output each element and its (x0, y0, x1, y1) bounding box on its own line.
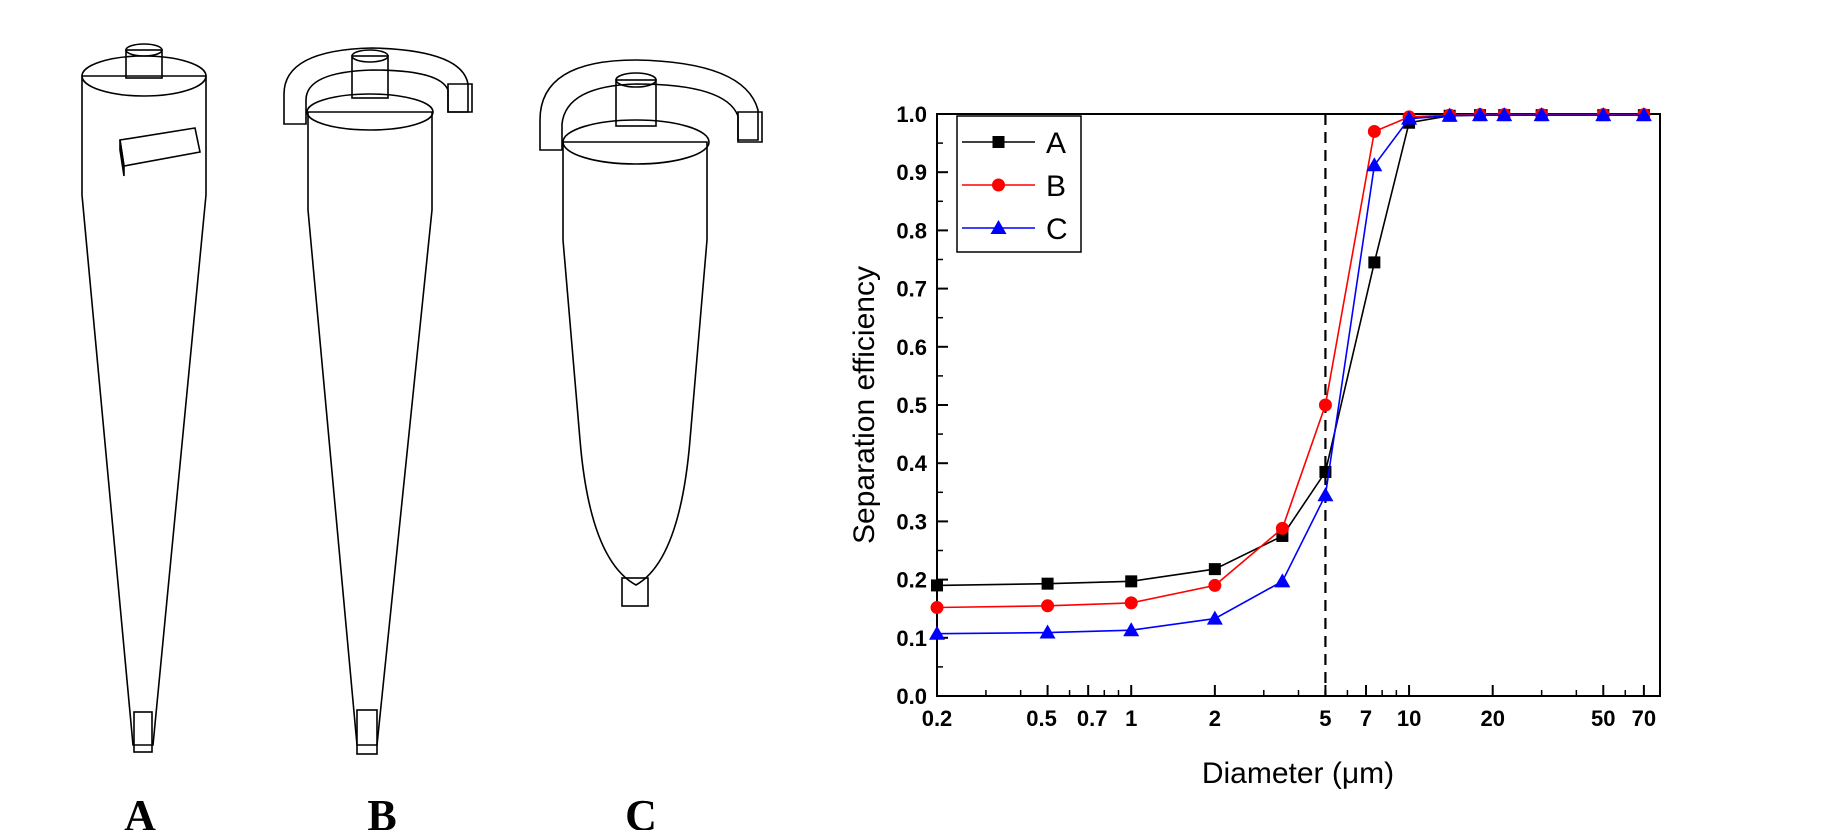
data-point-b (1041, 599, 1055, 613)
panel-label-c: C (625, 791, 657, 830)
cyclone-c-model (539, 59, 763, 607)
y-tick-label: 0.7 (896, 277, 927, 302)
x-tick-label: 50 (1591, 706, 1615, 731)
y-tick-label: 0.1 (896, 626, 927, 651)
legend-label-a: A (1046, 127, 1066, 160)
x-tick-label: 0.7 (1077, 706, 1108, 731)
cyclone-models: A B C (81, 43, 763, 830)
data-point-c (1317, 487, 1334, 502)
data-point-c (1441, 107, 1458, 122)
data-point-b (1208, 578, 1222, 592)
data-point-c (1274, 573, 1291, 588)
data-point-c (1206, 610, 1223, 625)
y-tick-label: 0.5 (896, 393, 927, 418)
data-point-a (931, 579, 943, 592)
y-axis: 0.0 0.1 0.2 0.3 0.4 0.5 0.6 0.7 0.8 0.9 1.0 (896, 102, 948, 709)
y-tick-label: 0.0 (896, 684, 927, 709)
data-point-b (1275, 521, 1289, 535)
data-point-b (930, 601, 944, 615)
y-tick-label: 0.8 (896, 218, 927, 243)
legend: ABC (956, 115, 1082, 253)
data-point-a (1125, 575, 1138, 588)
y-tick-label: 0.6 (896, 335, 927, 360)
panel-label-a: A (124, 791, 156, 830)
y-tick-label: 0.3 (896, 509, 927, 534)
cyclone-b-model (283, 47, 473, 755)
data-point-b (1367, 124, 1381, 138)
x-tick-label: 70 (1632, 706, 1656, 731)
x-tick-label: 0.2 (922, 706, 953, 731)
cyclone-a-model (81, 43, 207, 753)
x-tick-label: 2 (1209, 706, 1221, 731)
x-axis: 0.2 0.5 0.7 1 2 5 7 10 20 50 70 (922, 685, 1656, 731)
legend-marker-b (992, 178, 1005, 192)
data-point-c (1123, 622, 1140, 637)
data-point-c (1533, 107, 1550, 122)
series-layer (929, 107, 1652, 640)
x-tick-label: 0.5 (1026, 706, 1057, 731)
x-tick-label: 7 (1360, 706, 1372, 731)
data-point-a (1208, 563, 1221, 576)
x-tick-label: 10 (1397, 706, 1421, 731)
data-point-c (1039, 624, 1056, 639)
data-point-a (1041, 577, 1054, 590)
series-c (929, 107, 1652, 640)
data-point-c (929, 625, 945, 640)
data-point-b (1318, 398, 1332, 412)
y-tick-label: 0.2 (896, 568, 927, 593)
data-point-c (1471, 107, 1488, 122)
x-tick-label: 5 (1319, 706, 1331, 731)
y-axis-title: Separation efficiency (848, 266, 881, 544)
legend-label-c: C (1046, 213, 1068, 246)
y-tick-label: 0.4 (896, 451, 927, 476)
x-tick-label: 1 (1125, 706, 1137, 731)
legend-label-b: B (1046, 170, 1066, 203)
y-tick-label: 0.9 (896, 160, 927, 185)
legend-box (956, 115, 1082, 253)
data-point-c (1366, 157, 1383, 172)
data-point-c (1401, 110, 1418, 125)
panel-label-b: B (367, 791, 396, 830)
legend-marker-a (992, 136, 1005, 148)
series-line-c (936, 114, 1644, 635)
x-axis-title: Diameter (μm) (1202, 757, 1394, 790)
efficiency-chart: 0.0 0.1 0.2 0.3 0.4 0.5 0.6 0.7 0.8 0.9 1.0 0.2 0.5… (848, 102, 1661, 790)
data-point-a (1368, 256, 1381, 269)
legend-marker-c (990, 220, 1007, 234)
data-point-c (1496, 107, 1513, 122)
x-tick-label: 20 (1480, 706, 1504, 731)
data-point-b (1124, 596, 1138, 610)
data-point-c (1635, 107, 1652, 122)
y-tick-label: 1.0 (896, 102, 927, 127)
data-point-c (1595, 107, 1612, 122)
